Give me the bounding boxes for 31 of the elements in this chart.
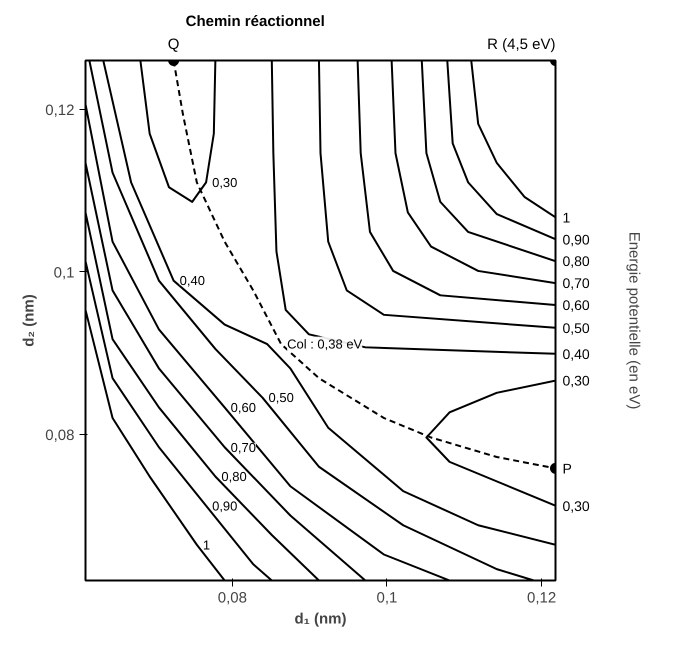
- annotation: Col : 0,38 eV: [287, 336, 363, 352]
- y-tick-label: 0,08: [45, 426, 75, 444]
- x-tick-label: 0,08: [218, 590, 247, 606]
- y-tick-label: 0,12: [45, 102, 75, 119]
- annotation: P: [562, 460, 572, 476]
- annotation: 0,50: [562, 320, 590, 336]
- annotation: 1: [202, 537, 210, 552]
- annotation: 0,30: [212, 174, 238, 190]
- annotation: 0,70: [562, 275, 590, 292]
- annotation: 0,40: [180, 273, 205, 288]
- y-tick-label: 0,1: [54, 264, 75, 282]
- annotation: 0,90: [562, 231, 590, 248]
- annotation: 0,60: [562, 297, 590, 314]
- annotation: 1: [562, 209, 570, 226]
- y-axis-title: d₂ (nm): [20, 294, 38, 347]
- x-axis-title: d₁ (nm): [294, 610, 347, 628]
- annotation: R (4,5 eV): [487, 36, 556, 53]
- x-tick-label: 0,12: [526, 590, 556, 606]
- annotation: 0,80: [221, 469, 247, 484]
- x-tick-label: 0,1: [376, 590, 398, 606]
- y2-axis-title: Energie potentielle (en eV): [626, 232, 642, 410]
- annotation: 0,50: [268, 390, 294, 406]
- annotation: 0,40: [562, 346, 590, 362]
- annotation: Q: [168, 36, 180, 53]
- text: Chemin réactionnel: [186, 12, 325, 30]
- annotation: 0,60: [230, 400, 256, 415]
- annotation: 0,30: [562, 498, 590, 514]
- annotation: 0,70: [230, 440, 256, 455]
- annotation: 0,80: [562, 253, 590, 270]
- annotation: 0,90: [212, 498, 238, 514]
- annotation: 0,30: [562, 372, 590, 389]
